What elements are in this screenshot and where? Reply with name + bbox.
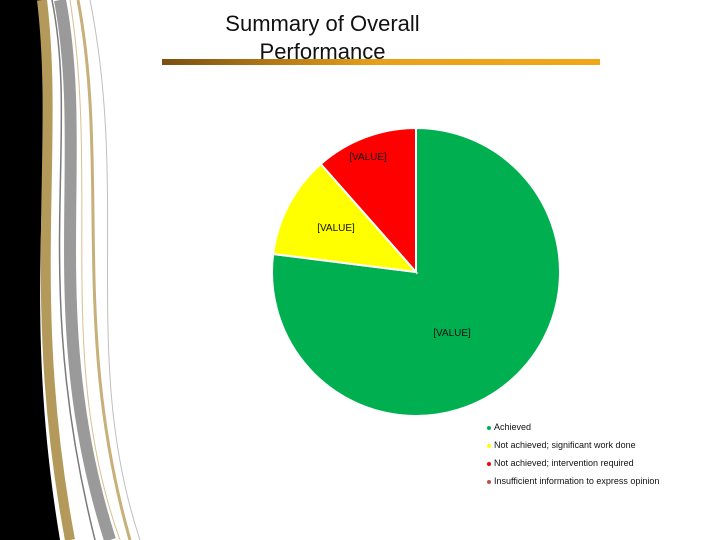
legend-swatch: [487, 425, 491, 430]
pie-slice-1: [271, 126, 561, 417]
chart-legend: Achieved Not achieved; significant work d…: [487, 418, 717, 490]
legend-label: Insufficient information to express opin…: [494, 476, 660, 486]
pie-slice-3: [319, 126, 417, 275]
pie-slice-2: [272, 162, 419, 274]
decorative-swoosh-background: [0, 0, 160, 540]
data-label-2: [VALUE]: [317, 223, 355, 234]
legend-item-3: Not achieved; intervention required: [487, 454, 717, 472]
title-underline: [162, 59, 600, 65]
legend-item-2: Not achieved; significant work done: [487, 436, 717, 454]
legend-item-4: Insufficient information to express opin…: [487, 472, 717, 490]
data-label-1: [VALUE]: [433, 328, 471, 339]
legend-label: Not achieved; significant work done: [494, 440, 636, 450]
legend-item-1: Achieved: [487, 418, 717, 436]
legend-swatch: [487, 461, 491, 466]
legend-swatch: [487, 479, 491, 484]
legend-label: Not achieved; intervention required: [494, 458, 634, 468]
chart-title: Summary of Overall Performance: [225, 11, 420, 62]
legend-label: Achieved: [494, 422, 532, 432]
data-label-3: [VALUE]: [349, 152, 387, 163]
legend-swatch: [487, 443, 491, 448]
